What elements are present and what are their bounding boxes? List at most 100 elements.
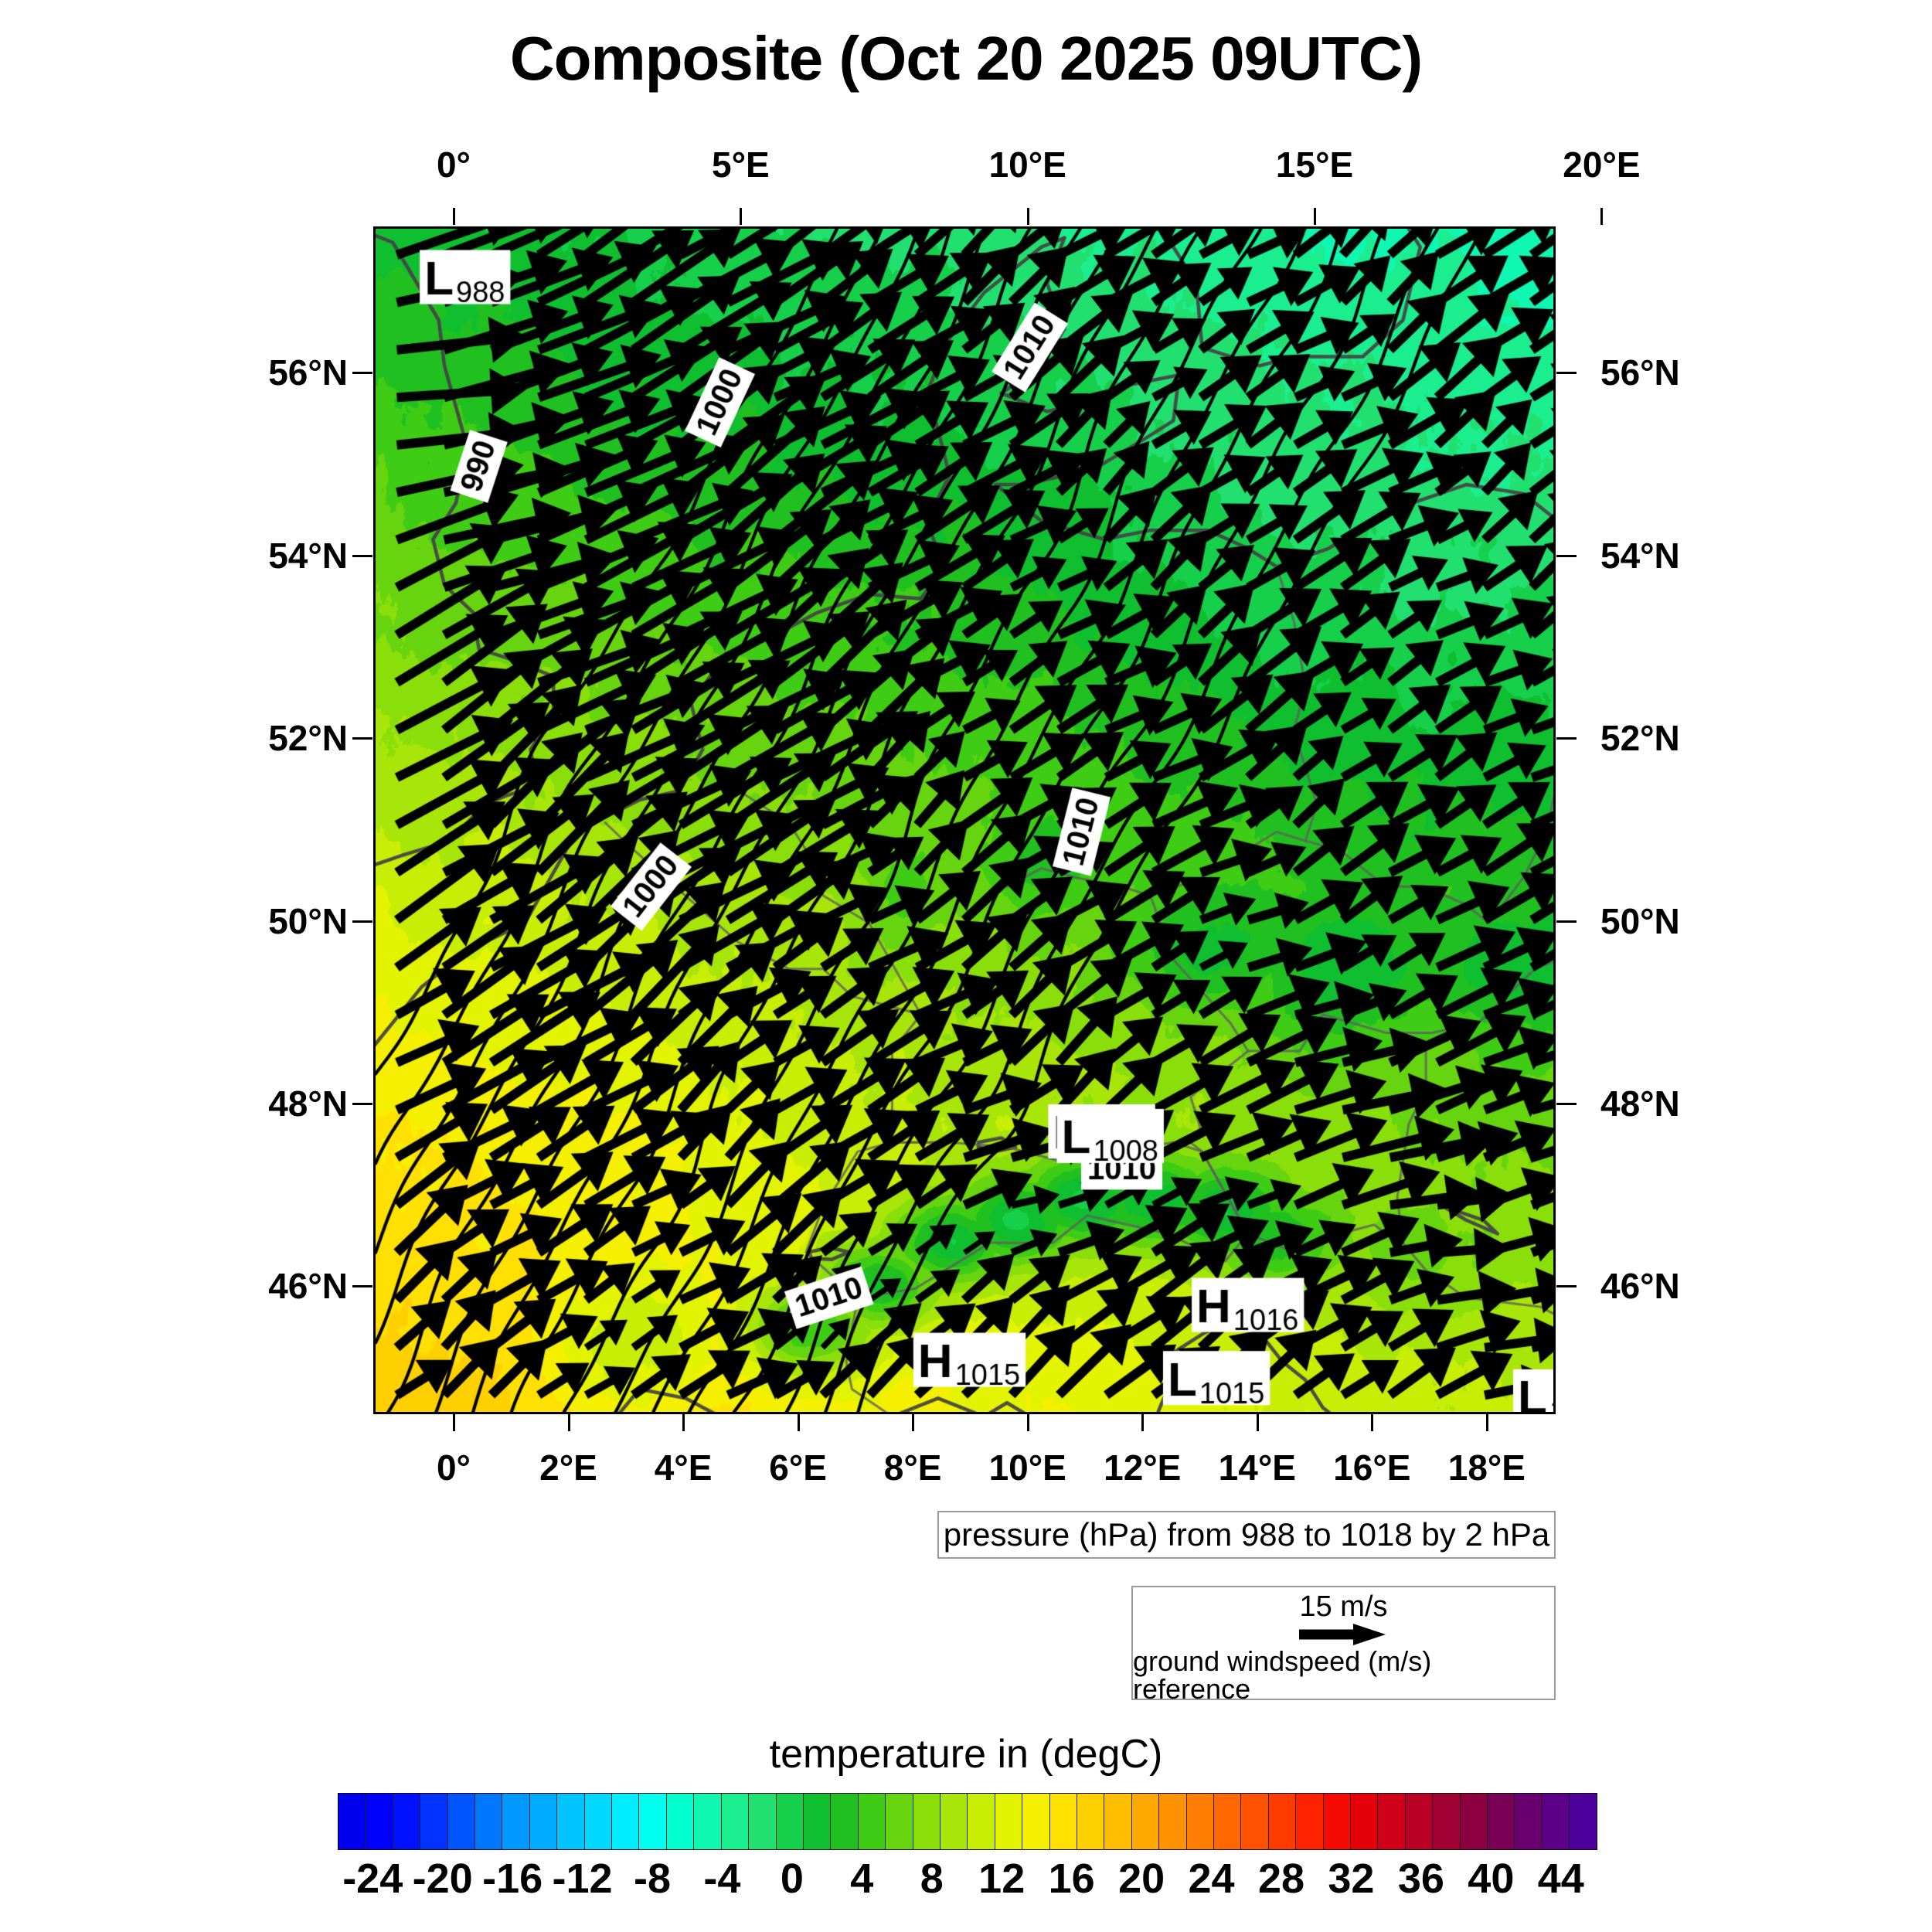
axis-bottom-label-0: 0°: [436, 1447, 471, 1488]
colorbar-cell-16: [776, 1794, 804, 1849]
axis-left-label-5: 46°N: [268, 1266, 348, 1307]
colorbar-tick-0: -24: [342, 1855, 403, 1902]
colorbar-cell-24: [995, 1794, 1023, 1849]
axis-left-tick-1: [352, 554, 372, 557]
axis-bottom-tick-6: [1141, 1414, 1145, 1431]
axis-left-label-1: 54°N: [268, 535, 348, 576]
axis-bottom-label-2: 4°E: [654, 1447, 713, 1488]
axis-left-tick-4: [352, 1103, 372, 1105]
colorbar-tick-16: 40: [1468, 1855, 1515, 1902]
colorbar-cell-34: [1268, 1794, 1297, 1849]
wind-reference-caption: ground windspeed (m/s) reference: [1133, 1645, 1432, 1705]
wind-reference-box: 15 m/s ground windspeed (m/s) reference: [1131, 1586, 1556, 1705]
colorbar-cell-11: [639, 1794, 667, 1849]
axis-top-label-2: 10°E: [988, 145, 1066, 185]
colorbar-tick-2: -16: [482, 1855, 543, 1902]
axis-left-label-2: 52°N: [268, 718, 348, 759]
colorbar-cell-22: [940, 1794, 968, 1849]
axis-bottom-tick-3: [797, 1414, 800, 1431]
colorbar-cell-31: [1186, 1794, 1214, 1849]
colorbar-cell-38: [1378, 1794, 1406, 1849]
pressure-legend-box: pressure (hPa) from 988 to 1018 by 2 hPa: [937, 1511, 1556, 1559]
colorbar-tick-7: 4: [850, 1855, 874, 1902]
colorbar-cell-37: [1351, 1794, 1379, 1849]
colorbar-cell-10: [612, 1794, 640, 1849]
pressure-legend-text: pressure (hPa) from 988 to 1018 by 2 hPa: [943, 1516, 1550, 1553]
colorbar-cell-8: [557, 1794, 585, 1849]
axis-top-tick-4: [1600, 208, 1604, 225]
axis-right-label-5: 46°N: [1600, 1266, 1680, 1307]
axis-top-label-4: 20°E: [1563, 145, 1641, 185]
axis-left-tick-2: [352, 737, 372, 740]
colorbar-cell-23: [968, 1794, 995, 1849]
colorbar-tick-10: 16: [1048, 1855, 1095, 1902]
axis-right-tick-1: [1556, 554, 1577, 557]
map-plot-area[interactable]: [373, 226, 1556, 1414]
axis-top-label-3: 15°E: [1275, 145, 1354, 185]
colorbar-cell-33: [1241, 1794, 1269, 1849]
colorbar-tick-5: -4: [703, 1855, 741, 1902]
colorbar-cell-28: [1104, 1794, 1132, 1849]
axis-bottom-label-5: 10°E: [988, 1447, 1066, 1488]
colorbar-tick-3: -12: [552, 1855, 613, 1902]
colorbar-cell-25: [1022, 1794, 1050, 1849]
axis-left-label-0: 56°N: [268, 352, 348, 393]
colorbar-cell-26: [1049, 1794, 1077, 1849]
colorbar-cell-42: [1488, 1794, 1515, 1849]
axis-top-tick-3: [1314, 208, 1317, 225]
axis-bottom-label-7: 14°E: [1218, 1447, 1296, 1488]
axis-right-tick-3: [1556, 920, 1577, 923]
axis-bottom-label-3: 6°E: [769, 1447, 827, 1488]
colorbar-title: temperature in (degC): [769, 1732, 1163, 1777]
map-field-canvas: [376, 229, 1553, 1412]
colorbar[interactable]: [338, 1793, 1597, 1850]
colorbar-tick-11: 20: [1118, 1855, 1165, 1902]
axis-right-label-0: 56°N: [1600, 352, 1680, 393]
colorbar-cell-15: [749, 1794, 777, 1849]
colorbar-cell-36: [1323, 1794, 1352, 1849]
colorbar-cell-43: [1515, 1794, 1543, 1849]
axis-bottom-label-6: 12°E: [1104, 1447, 1182, 1488]
axis-bottom-label-9: 18°E: [1447, 1447, 1526, 1488]
colorbar-cell-29: [1131, 1794, 1160, 1849]
colorbar-cell-20: [886, 1794, 913, 1849]
axis-bottom-tick-2: [682, 1414, 685, 1431]
colorbar-cell-14: [721, 1794, 750, 1849]
axis-right-label-4: 48°N: [1600, 1083, 1680, 1124]
colorbar-cell-3: [420, 1794, 448, 1849]
colorbar-cell-32: [1214, 1794, 1242, 1849]
colorbar-cell-21: [913, 1794, 940, 1849]
axis-bottom-label-1: 2°E: [539, 1447, 597, 1488]
colorbar-cell-39: [1405, 1794, 1434, 1849]
colorbar-cell-44: [1542, 1794, 1570, 1849]
colorbar-tick-13: 28: [1257, 1855, 1305, 1902]
axis-right-tick-0: [1556, 372, 1577, 375]
colorbar-cell-35: [1296, 1794, 1324, 1849]
axis-bottom-tick-1: [567, 1414, 570, 1431]
colorbar-tick-14: 32: [1328, 1855, 1375, 1902]
axis-bottom-tick-0: [452, 1414, 455, 1431]
axis-left-label-4: 48°N: [268, 1083, 348, 1124]
axis-top-tick-0: [452, 208, 455, 225]
colorbar-tick-4: -8: [633, 1855, 672, 1902]
colorbar-tick-6: 0: [780, 1855, 804, 1902]
colorbar-cell-18: [831, 1794, 859, 1849]
colorbar-cell-2: [393, 1794, 421, 1849]
axis-bottom-label-4: 8°E: [883, 1447, 942, 1488]
colorbar-cell-45: [1570, 1794, 1597, 1849]
axis-top-tick-2: [1026, 208, 1029, 225]
axis-right-tick-5: [1556, 1285, 1577, 1288]
axis-top-label-1: 5°E: [711, 145, 770, 185]
axis-bottom-tick-5: [1026, 1414, 1029, 1431]
colorbar-tick-8: 8: [920, 1855, 944, 1902]
axis-left-label-3: 50°N: [268, 900, 348, 941]
axis-left-tick-5: [352, 1285, 372, 1288]
colorbar-tick-labels: -24 -20 -16 -12 -8 -4 0 4 8 12 16 20 24 28 32 36 40 44: [338, 1855, 1596, 1902]
axis-bottom-tick-8: [1371, 1414, 1374, 1431]
colorbar-cell-12: [666, 1794, 695, 1849]
colorbar-tick-15: 36: [1397, 1855, 1444, 1902]
colorbar-cell-6: [502, 1794, 530, 1849]
axis-bottom-tick-4: [912, 1414, 915, 1431]
axis-top-label-0: 0°: [436, 145, 471, 185]
